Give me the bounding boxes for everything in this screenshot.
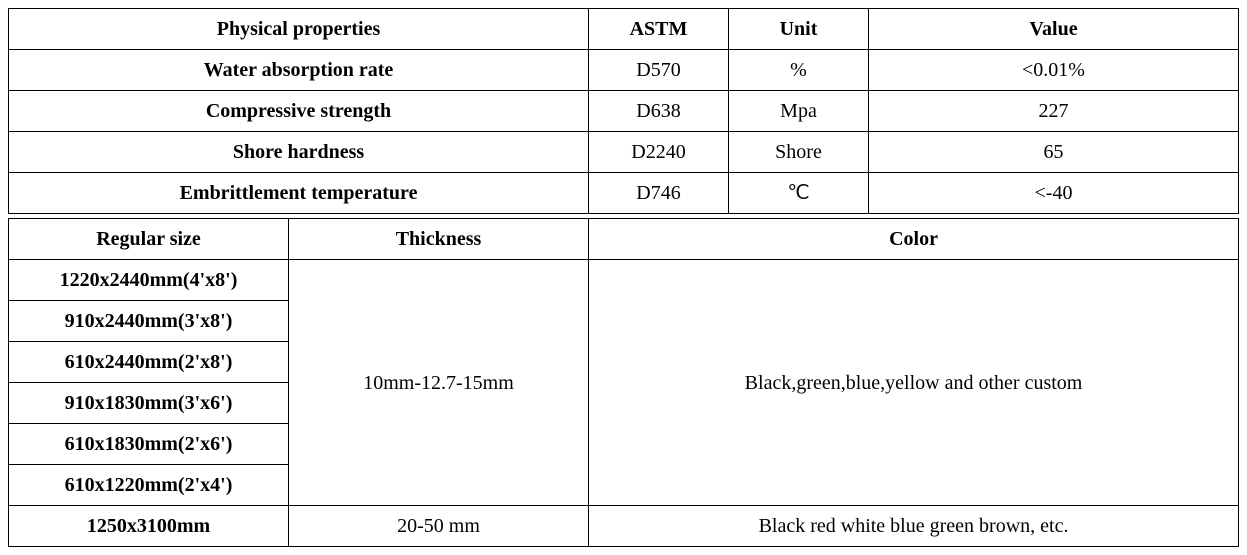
header-color: Color (589, 219, 1239, 260)
astm-cell: D2240 (589, 132, 729, 173)
table2-row: 1250x3100mm 20-50 mm Black red white blu… (9, 506, 1239, 547)
table2-header-row: Regular size Thickness Color (9, 219, 1239, 260)
color-cell: Black,green,blue,yellow and other custom (589, 260, 1239, 506)
astm-cell: D638 (589, 91, 729, 132)
size-cell: 610x1220mm(2'x4') (9, 465, 289, 506)
table1-header-row: Physical properties ASTM Unit Value (9, 9, 1239, 50)
header-size: Regular size (9, 219, 289, 260)
astm-cell: D570 (589, 50, 729, 91)
value-cell: 227 (869, 91, 1239, 132)
table1-row: Shore hardness D2240 Shore 65 (9, 132, 1239, 173)
header-thickness: Thickness (289, 219, 589, 260)
table1-row: Compressive strength D638 Mpa 227 (9, 91, 1239, 132)
astm-cell: D746 (589, 173, 729, 214)
property-cell: Embrittlement temperature (9, 173, 589, 214)
value-cell: 65 (869, 132, 1239, 173)
value-cell: <0.01% (869, 50, 1239, 91)
table1-row: Embrittlement temperature D746 ℃ <-40 (9, 173, 1239, 214)
color-cell: Black red white blue green brown, etc. (589, 506, 1239, 547)
unit-cell: Mpa (729, 91, 869, 132)
size-cell: 910x1830mm(3'x6') (9, 383, 289, 424)
unit-cell: % (729, 50, 869, 91)
size-cell: 610x1830mm(2'x6') (9, 424, 289, 465)
size-cell: 1220x2440mm(4'x8') (9, 260, 289, 301)
property-cell: Shore hardness (9, 132, 589, 173)
size-cell: 610x2440mm(2'x8') (9, 342, 289, 383)
header-astm: ASTM (589, 9, 729, 50)
unit-cell: Shore (729, 132, 869, 173)
size-cell: 1250x3100mm (9, 506, 289, 547)
value-cell: <-40 (869, 173, 1239, 214)
table2-row: 1220x2440mm(4'x8') 10mm-12.7-15mm Black,… (9, 260, 1239, 301)
property-cell: Water absorption rate (9, 50, 589, 91)
header-value: Value (869, 9, 1239, 50)
thickness-cell: 10mm-12.7-15mm (289, 260, 589, 506)
properties-table: Physical properties ASTM Unit Value Wate… (8, 8, 1239, 547)
size-cell: 910x2440mm(3'x8') (9, 301, 289, 342)
table1-row: Water absorption rate D570 % <0.01% (9, 50, 1239, 91)
unit-cell: ℃ (729, 173, 869, 214)
property-cell: Compressive strength (9, 91, 589, 132)
header-property: Physical properties (9, 9, 589, 50)
thickness-cell: 20-50 mm (289, 506, 589, 547)
header-unit: Unit (729, 9, 869, 50)
